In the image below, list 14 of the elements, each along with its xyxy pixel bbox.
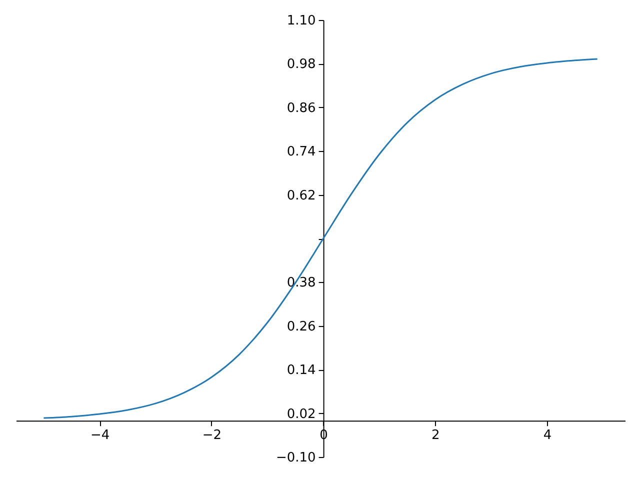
y-tick-label: 0.62 — [286, 188, 316, 204]
x-tick-label: −4 — [90, 428, 110, 444]
line-series — [42, 58, 598, 419]
x-tick-label: 2 — [432, 428, 440, 444]
y-tick-label: −0.10 — [276, 450, 316, 466]
x-tick-label: 4 — [543, 428, 552, 444]
y-tick-label: 0.26 — [286, 319, 316, 334]
y-tick-label: 1.10 — [286, 14, 316, 28]
x-tick-label: −2 — [202, 428, 222, 444]
y-tick-label: 0.98 — [286, 57, 316, 72]
y-tick-label: 0.02 — [286, 406, 316, 422]
y-tick-label: 0.86 — [286, 100, 316, 116]
y-tick-label: 0.74 — [286, 144, 316, 160]
y-tick-label: 0.14 — [286, 363, 316, 378]
